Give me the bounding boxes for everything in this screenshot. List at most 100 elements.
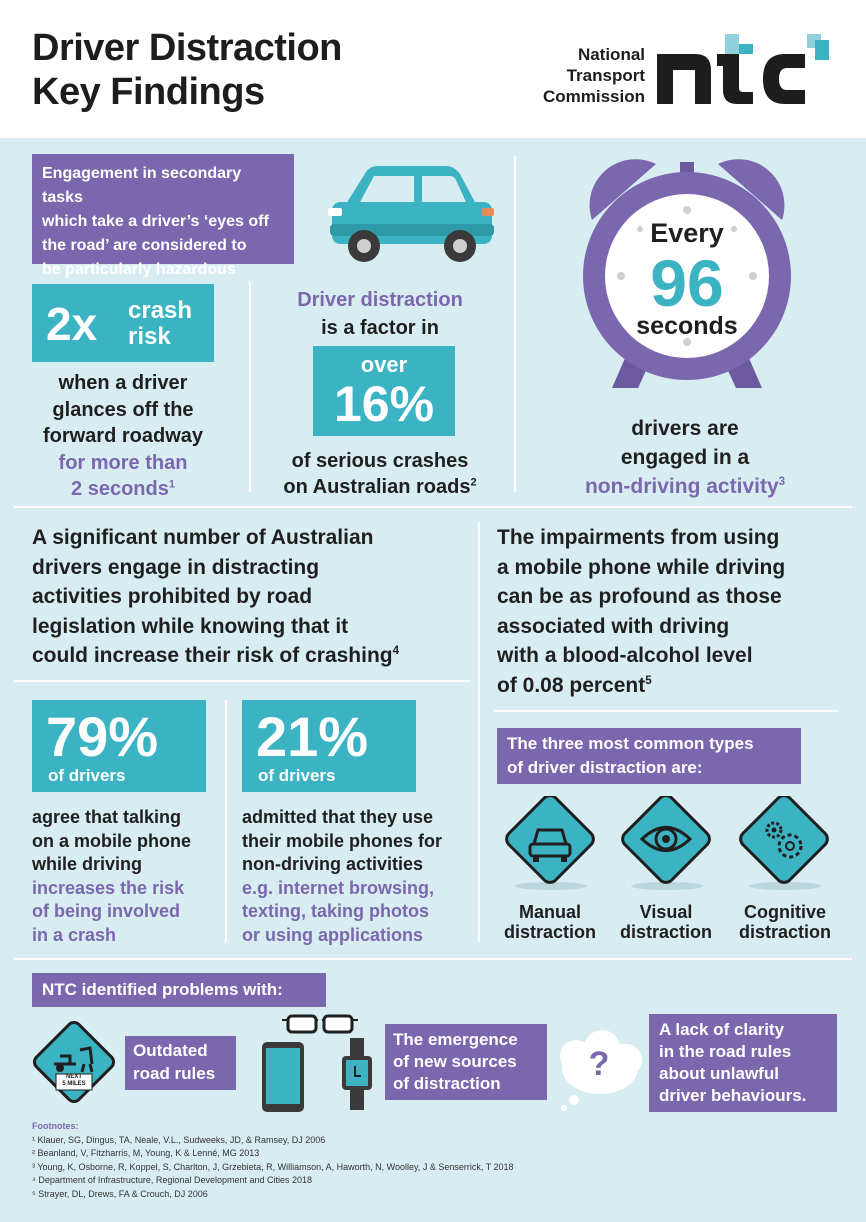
problem-line: driver behaviours. — [659, 1086, 807, 1105]
logo-text: National Transport Commission — [515, 44, 645, 107]
highlight-line: or using applications — [242, 924, 424, 945]
devices-icon — [262, 1014, 372, 1112]
desc-line: on Australian roads — [283, 476, 471, 498]
footnote-ref: 2 — [470, 476, 477, 489]
paragraph-line: with a blood-alcohol level — [497, 644, 753, 667]
banner-line: The three most common types — [507, 734, 754, 753]
header — [0, 0, 866, 138]
stat-79-description: agree that talking on a mobile phone whi… — [32, 806, 222, 947]
title-line: Key Findings — [32, 71, 265, 113]
paragraph-line: could increase their risk of crashing — [32, 644, 393, 667]
question-mark: ? — [588, 1045, 610, 1083]
paragraph-line: A significant number of Australian — [32, 526, 374, 549]
footnote-item: ¹ Klauer, SG, Dingus, TA, Neale, V.L., S… — [32, 1134, 326, 1145]
crash-multiplier: 2x — [46, 298, 98, 350]
factor-percent: 16% — [333, 376, 435, 432]
logo-line: Transport — [566, 66, 645, 85]
type-label-manual: Manual distraction — [494, 902, 606, 942]
desc-line: engaged in a — [620, 446, 750, 469]
type-line: distraction — [738, 922, 831, 942]
highlight-line: e.g. internet browsing, — [242, 877, 435, 898]
crash-label: crash risk — [128, 298, 192, 350]
problem-line: of distraction — [393, 1074, 501, 1093]
clock-every: Every — [650, 218, 724, 248]
clock-seconds: seconds — [636, 312, 738, 340]
type-line: distraction — [503, 922, 596, 942]
desc-line: while driving — [32, 854, 143, 874]
highlight-line: of being involved — [32, 901, 181, 921]
stat-79-label: of drivers — [48, 766, 126, 785]
problem-line: about unlawful — [659, 1064, 779, 1083]
highlight-line: non-driving activity — [584, 475, 779, 498]
paragraph-line: can be as profound as those — [497, 585, 782, 608]
footnotes: Footnotes: ¹ Klauer, SG, Dingus, TA, Nea… — [32, 1120, 832, 1201]
footnote-item: ⁵ Strayer, DL, Drews, FA & Crouch, DJ 20… — [32, 1188, 208, 1199]
desc-line: forward roadway — [42, 425, 204, 447]
title-line: Driver Distraction — [32, 27, 342, 69]
factor-text: is a factor in — [321, 317, 439, 339]
sign-line: 5 MILES — [62, 1081, 86, 1087]
horse-carriage-sign-icon — [32, 1020, 116, 1104]
page-title: Driver Distraction Key Findings — [32, 26, 342, 114]
stat-21-description: admitted that they use their mobile phon… — [242, 806, 472, 947]
stat-21-label: of drivers — [258, 766, 336, 785]
logo-line: National — [577, 45, 645, 64]
problem-line: road rules — [133, 1064, 216, 1083]
paragraph-line: The impairments from using — [497, 526, 780, 549]
crash-label-line: crash — [128, 297, 193, 324]
highlight-line: for more than — [58, 451, 188, 474]
footnote-item: ³ Young, K, Osborne, R, Koppel, S, Charl… — [32, 1161, 514, 1172]
stat-21-percent: 21% — [256, 705, 369, 768]
problem-line: of new sources — [393, 1052, 517, 1071]
banner-line: which take a driver’s ‘eyes off — [42, 213, 269, 230]
paragraph-line: associated with driving — [497, 614, 730, 638]
footnote-ref: 4 — [392, 645, 400, 657]
visual-distraction-icon — [621, 796, 711, 890]
crash-description: when a driver glances off the forward ro… — [14, 370, 232, 503]
crash-label-line: risk — [128, 323, 171, 350]
paragraph-line: legislation while knowing that it — [32, 614, 349, 638]
problem-line: A lack of clarity — [659, 1020, 785, 1039]
clock-number: 96 — [650, 246, 724, 320]
ntc-logo-mark — [657, 34, 829, 104]
problem-lack-clarity: A lack of clarity in the road rules abou… — [649, 1014, 837, 1112]
problem-line: The emergence — [393, 1030, 518, 1049]
crash-risk-box: 2x crash risk — [32, 284, 214, 362]
intro-banner: Engagement in secondary tasks which take… — [32, 154, 294, 278]
desc-line: their mobile phones for — [242, 830, 443, 851]
divider — [225, 700, 227, 942]
banner-line: Engagement in secondary tasks — [42, 165, 242, 206]
paragraph-line: of 0.08 percent — [497, 673, 646, 697]
manual-distraction-icon — [505, 796, 595, 890]
desc-line: admitted that they use — [242, 807, 434, 827]
highlight-line: increases the risk — [32, 877, 185, 898]
footnote-item: ² Beanland, V, Fitzharris, M, Young, K &… — [32, 1148, 260, 1158]
paragraph-line: a mobile phone while driving — [497, 555, 786, 579]
footnote-item: ⁴ Department of Infrastructure, Regional… — [32, 1175, 313, 1185]
divider — [514, 156, 516, 492]
sign-text: NEXT 5 MILES — [58, 1074, 90, 1088]
desc-line: agree that talking — [32, 807, 182, 827]
type-label-visual: Visual distraction — [610, 902, 722, 942]
highlight-line: 2 seconds — [71, 478, 169, 500]
paragraph-line: activities prohibited by road — [32, 585, 313, 608]
divider — [14, 958, 852, 960]
type-line: Cognitive — [743, 902, 826, 922]
stat-21-box: 21% of drivers — [242, 700, 416, 792]
logo-line: Commission — [542, 87, 645, 106]
problem-line: Outdated — [133, 1041, 208, 1060]
paragraph-line: drivers engage in distracting — [32, 555, 320, 579]
divider — [14, 680, 470, 682]
question-cloud-icon — [560, 1030, 642, 1111]
footnote-ref: 1 — [168, 478, 175, 491]
divider — [478, 522, 480, 942]
paragraph-left: A significant number of Australian drive… — [32, 523, 472, 671]
factor-box: over 16% — [313, 346, 455, 436]
sign-line: NEXT — [65, 1074, 82, 1080]
divider — [249, 282, 251, 492]
footnote-ref: 5 — [645, 674, 652, 687]
stat-79-box: 79% of drivers — [32, 700, 206, 792]
factor-lead: Driver distraction is a factor in — [266, 286, 494, 342]
highlight-line: in a crash — [32, 924, 117, 945]
problems-banner: NTC identified problems with: — [32, 973, 326, 1007]
